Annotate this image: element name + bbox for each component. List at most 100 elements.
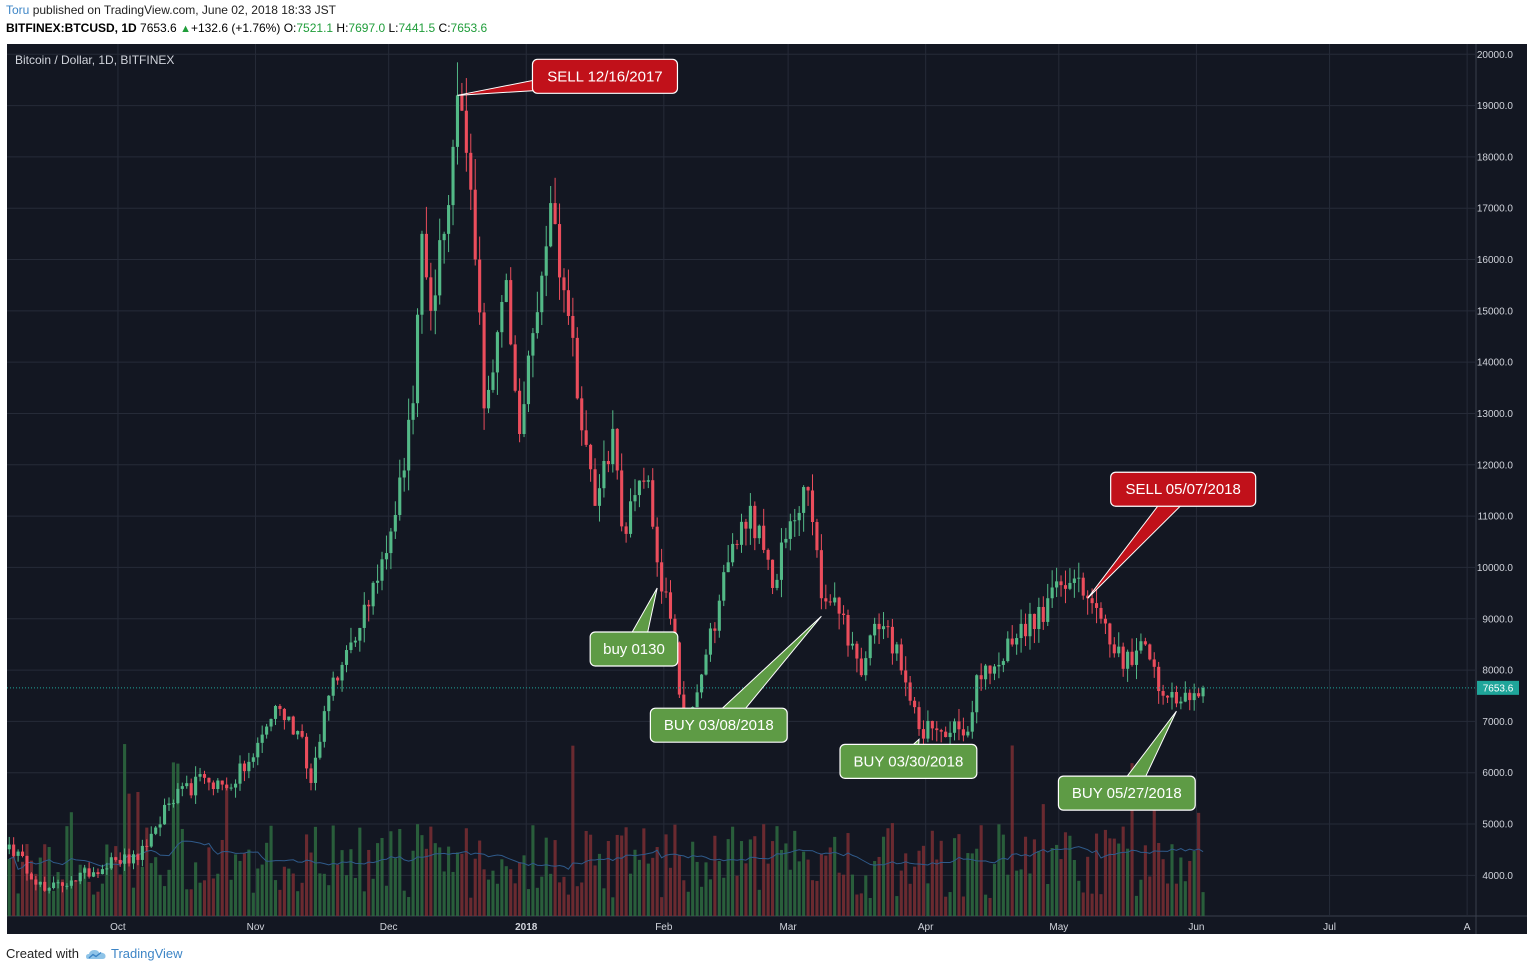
volume-bar bbox=[455, 852, 460, 916]
volume-bar bbox=[1130, 763, 1134, 916]
volume-bar bbox=[358, 827, 362, 916]
volume-bar bbox=[557, 882, 562, 916]
candle bbox=[1139, 641, 1143, 651]
volume-bar bbox=[859, 893, 863, 916]
candle bbox=[402, 470, 406, 478]
tradingview-brand[interactable]: TradingView bbox=[110, 946, 183, 961]
candle bbox=[810, 490, 815, 523]
volume-bar bbox=[380, 837, 384, 916]
volume-bar bbox=[531, 825, 535, 916]
candle bbox=[460, 95, 464, 111]
candle bbox=[287, 716, 291, 721]
x-tick-label: Apr bbox=[918, 922, 934, 933]
candle bbox=[105, 868, 109, 870]
volume-bar bbox=[278, 889, 282, 916]
volume-bar bbox=[842, 874, 846, 916]
candle bbox=[904, 670, 908, 683]
volume-bar bbox=[1028, 873, 1032, 916]
volume-bar bbox=[615, 834, 619, 916]
open-label: O: bbox=[283, 21, 297, 35]
volume-bar bbox=[34, 873, 38, 916]
volume-bar bbox=[1055, 844, 1059, 916]
volume-bar bbox=[1068, 835, 1072, 916]
candle bbox=[1063, 585, 1068, 589]
candle bbox=[1121, 646, 1125, 669]
candle bbox=[189, 783, 193, 796]
annotation-sell: SELL 05/07/2018 bbox=[1087, 471, 1257, 599]
volume-bar bbox=[154, 857, 158, 916]
candle bbox=[1148, 644, 1152, 660]
candle bbox=[833, 597, 837, 603]
volume-bar bbox=[739, 841, 744, 916]
volume-bar bbox=[997, 824, 1001, 916]
annotation-sell: SELL 12/16/2017 bbox=[457, 58, 679, 96]
volume-bar bbox=[793, 830, 797, 916]
volume-bar bbox=[464, 828, 468, 916]
volume-bar bbox=[584, 830, 588, 916]
candle bbox=[38, 881, 42, 885]
candle bbox=[509, 280, 513, 345]
candle bbox=[25, 855, 29, 874]
author-link[interactable]: Toru bbox=[6, 3, 30, 17]
volume-bar bbox=[633, 849, 637, 916]
volume-bar bbox=[788, 869, 792, 916]
volume-bar bbox=[1006, 874, 1010, 916]
callout-box bbox=[1110, 471, 1257, 507]
volume-bar bbox=[1139, 879, 1143, 916]
candle bbox=[433, 295, 437, 311]
low-value: 7441.5 bbox=[398, 21, 436, 35]
candle bbox=[535, 312, 539, 334]
candle bbox=[371, 582, 375, 607]
candle bbox=[873, 623, 877, 636]
candle bbox=[677, 642, 681, 695]
y-tick-label: 20000.0 bbox=[1477, 50, 1514, 61]
callout-box bbox=[1057, 775, 1196, 811]
candle bbox=[358, 627, 362, 641]
volume-bar bbox=[300, 882, 304, 916]
volume-bar bbox=[424, 848, 428, 916]
volume-bar bbox=[74, 880, 78, 916]
candle bbox=[260, 734, 264, 743]
candle bbox=[642, 480, 646, 482]
volume-bar bbox=[20, 861, 25, 916]
price-axis[interactable] bbox=[1476, 44, 1527, 916]
time-axis[interactable] bbox=[7, 916, 1527, 934]
candle bbox=[154, 827, 158, 834]
candle bbox=[540, 275, 544, 313]
volume-bar bbox=[850, 874, 855, 916]
volume-bar bbox=[60, 879, 65, 916]
candle bbox=[744, 521, 748, 529]
last-price-box bbox=[1477, 680, 1519, 695]
price-change: +132.6 (+1.76%) bbox=[190, 21, 281, 35]
volume-bar bbox=[109, 865, 113, 916]
volume-bar bbox=[855, 894, 859, 916]
volume-bar bbox=[29, 860, 33, 916]
volume-bar bbox=[1108, 838, 1112, 916]
volume-bar bbox=[247, 849, 251, 916]
candle bbox=[1068, 582, 1072, 589]
y-tick-label: 8000.0 bbox=[1482, 666, 1513, 677]
candle bbox=[198, 774, 202, 777]
volume-bar bbox=[873, 861, 877, 916]
volume-bar bbox=[952, 838, 957, 916]
candle bbox=[549, 203, 553, 247]
volume-bar bbox=[180, 828, 184, 916]
volume-bar bbox=[686, 891, 690, 916]
candle bbox=[735, 543, 739, 545]
volume-bar bbox=[78, 864, 82, 916]
volume-bar bbox=[69, 812, 73, 916]
volume-bar bbox=[704, 862, 708, 916]
candle bbox=[1081, 577, 1085, 596]
candle bbox=[349, 642, 353, 651]
volume-bar bbox=[988, 897, 992, 916]
candle bbox=[664, 591, 668, 593]
candle bbox=[1055, 581, 1059, 588]
y-tick-label: 4000.0 bbox=[1482, 871, 1513, 882]
candle bbox=[793, 520, 797, 522]
low-label: L: bbox=[388, 21, 399, 35]
candle bbox=[771, 559, 775, 588]
annotation-buy: BUY 05/27/2018 bbox=[1057, 710, 1196, 811]
last-price-label: 7653.6 bbox=[1477, 680, 1519, 695]
candle bbox=[69, 880, 73, 886]
